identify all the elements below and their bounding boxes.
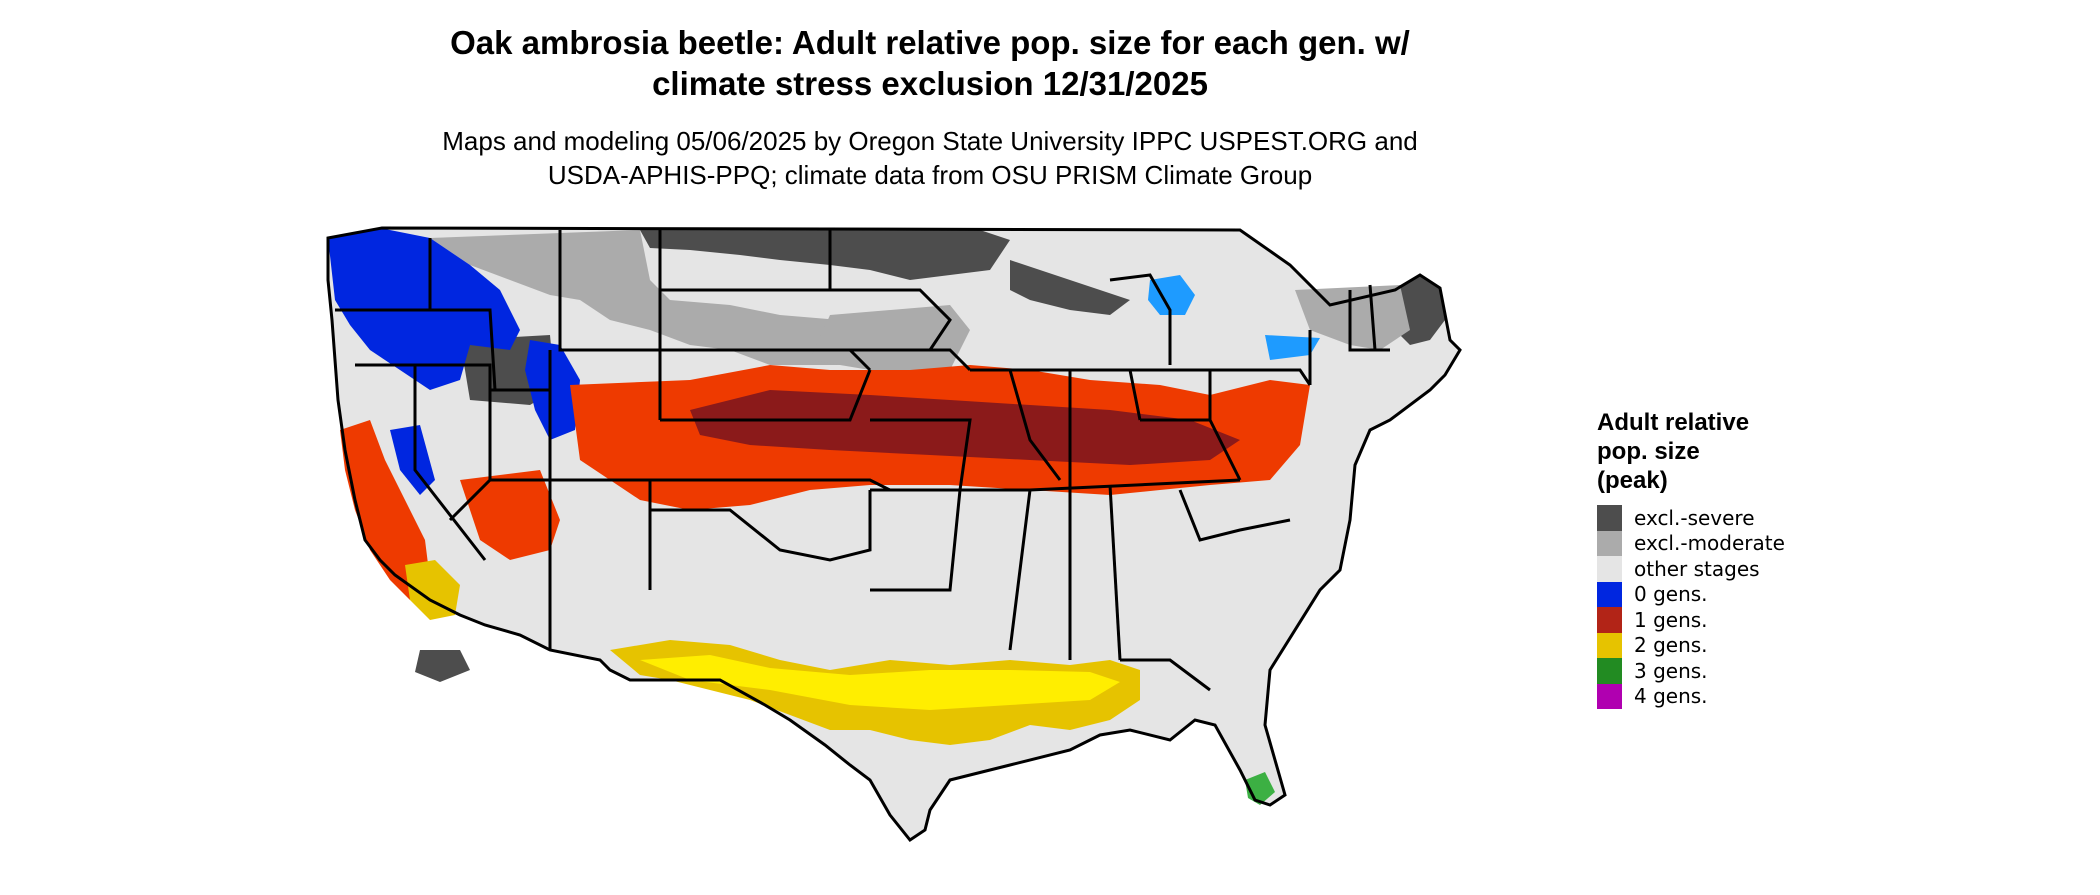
border-west-4 [413, 365, 487, 561]
legend-label: 4 gens. [1634, 684, 1708, 709]
legend-title-line-3: (peak) [1597, 467, 1668, 494]
border-east-8 [1210, 368, 1312, 386]
border-mid-2 [850, 348, 972, 372]
legend-label: 3 gens. [1634, 658, 1708, 683]
legend-swatch [1597, 658, 1622, 684]
map-title: Oak ambrosia beetle: Adult relative pop.… [400, 22, 1460, 104]
border-east-10 [1120, 658, 1211, 692]
title-line-2: climate stress exclusion 12/31/2025 [652, 65, 1208, 102]
border-mid-6 [970, 368, 1062, 481]
zero-gens-rockies [525, 340, 580, 440]
us-outline [326, 226, 1462, 843]
legend-label: 1 gens. [1634, 607, 1708, 632]
border-west-3 [355, 363, 492, 522]
two-gens-arizona [405, 560, 460, 620]
us-map-svg [326, 226, 1462, 843]
legend-item: 0 gens. [1597, 581, 1857, 607]
legend-swatch [1597, 556, 1622, 582]
legend-item: 3 gens. [1597, 658, 1857, 684]
legend-label: 0 gens. [1634, 582, 1708, 607]
excl-severe-wisconsin [1010, 260, 1130, 315]
border-west-1 [335, 308, 497, 391]
legend-swatch [1597, 683, 1622, 709]
legend-swatch [1597, 505, 1622, 531]
border-mtn-1 [558, 230, 662, 420]
legend-label: 2 gens. [1634, 633, 1708, 658]
legend-title-line-1: Adult relative [1597, 409, 1750, 436]
border-east-5 [1108, 484, 1122, 661]
one-gen-southwest [460, 470, 560, 560]
legend-item: excl.-moderate [1597, 530, 1857, 556]
legend-item: 4 gens. [1597, 683, 1857, 709]
title-line-1: Oak ambrosia beetle: Adult relative pop.… [450, 24, 1410, 61]
border-mid-4 [870, 488, 962, 592]
zero-gens-light-michigan [1148, 275, 1195, 315]
legend-swatch [1597, 632, 1622, 658]
subtitle-line-2: USDA-APHIS-PPQ; climate data from OSU PR… [547, 160, 1313, 190]
legend-label: other stages [1634, 556, 1760, 581]
us-land [328, 228, 1460, 840]
legend-item: excl.-severe [1597, 505, 1857, 531]
border-ne-3 [1368, 284, 1377, 351]
excl-moderate-plains [430, 230, 940, 365]
map-legend: Adult relative pop. size (peak) excl.-se… [1597, 408, 1857, 709]
excl-moderate-northeast [1295, 285, 1410, 350]
legend-label: excl.-severe [1634, 505, 1755, 530]
zero-gens-sierra [390, 425, 435, 495]
legend-title: Adult relative pop. size (peak) [1597, 408, 1797, 495]
excl-severe-arizona [415, 650, 470, 682]
border-plains-6 [648, 480, 872, 562]
legend-item: 2 gens. [1597, 632, 1857, 658]
legend-swatch [1597, 530, 1622, 556]
subtitle-line-1: Maps and modeling 05/06/2025 by Oregon S… [442, 126, 1418, 156]
border-mid-1 [830, 288, 952, 351]
excl-moderate-midwest [810, 305, 970, 370]
border-mi [1109, 273, 1172, 365]
legend-swatch [1597, 607, 1622, 633]
legend-label: excl.-moderate [1634, 531, 1785, 556]
border-ne-2 [1348, 290, 1390, 352]
legend-item: other stages [1597, 556, 1857, 582]
legend-swatch [1597, 581, 1622, 607]
one-gen-core [690, 390, 1240, 465]
border-mid-3 [870, 418, 972, 491]
one-gen-california [340, 420, 430, 600]
us-map [310, 220, 1570, 890]
legend-title-line-2: pop. size [1597, 438, 1700, 465]
legend-item: 1 gens. [1597, 607, 1857, 633]
two-gens-bright [640, 655, 1120, 710]
state-borders [326, 226, 1462, 843]
border-east-9 [1178, 489, 1291, 542]
border-plains-5 [650, 478, 891, 492]
border-plains-4 [660, 369, 872, 422]
excl-severe-north [640, 230, 1010, 280]
map-subtitle: Maps and modeling 05/06/2025 by Oregon S… [380, 124, 1480, 192]
border-east-3 [1029, 478, 1241, 492]
zero-gens-light-ny [1265, 335, 1320, 360]
